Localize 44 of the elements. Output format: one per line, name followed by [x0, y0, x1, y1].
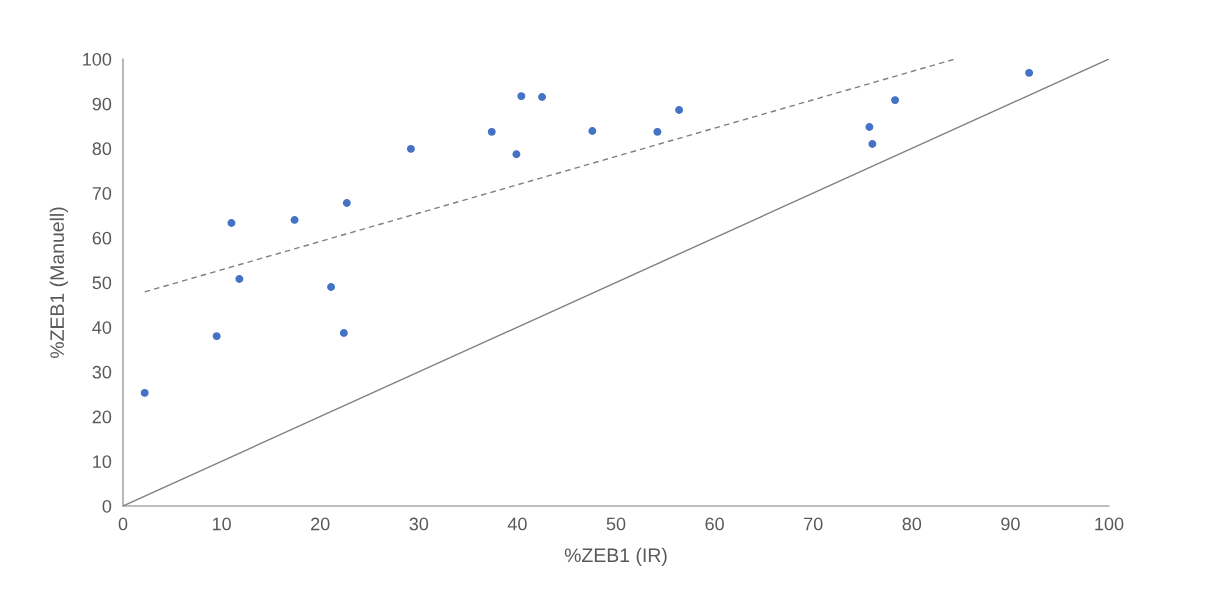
- y-tick-label: 50: [92, 276, 112, 290]
- y-tick-label: 90: [92, 97, 112, 111]
- x-tick-label: 10: [212, 517, 231, 531]
- x-tick-label: 90: [1001, 517, 1020, 531]
- y-tick-label: 10: [93, 455, 112, 469]
- point: [865, 122, 874, 131]
- point: [675, 106, 684, 114]
- point: [512, 150, 521, 159]
- point: [406, 144, 415, 153]
- x-tick-label: 40: [507, 517, 527, 531]
- point: [140, 388, 149, 397]
- point: [227, 219, 236, 228]
- point: [517, 92, 526, 101]
- x-tick-label: 70: [804, 517, 823, 531]
- point: [891, 96, 899, 105]
- point: [327, 283, 335, 291]
- x-tick-label: 100: [1095, 517, 1124, 531]
- x-tick-label: 30: [409, 517, 429, 531]
- y-tick-label: 0: [102, 499, 112, 513]
- point: [235, 274, 244, 283]
- point: [588, 127, 597, 135]
- point: [868, 139, 877, 148]
- point: [342, 198, 351, 207]
- y-tick-label: 70: [92, 187, 112, 200]
- x-tick-label: 60: [705, 517, 724, 531]
- point: [538, 93, 547, 101]
- x-tick-label: 0: [118, 517, 128, 531]
- y-tick-label: 100: [83, 52, 112, 66]
- y-tick-label: 60: [92, 231, 112, 245]
- x-tick-label: 20: [311, 517, 330, 531]
- point: [339, 329, 348, 337]
- x-tick-label: 80: [902, 517, 922, 531]
- x-axis-title: %ZEB1 (IR): [564, 547, 667, 566]
- point: [212, 332, 221, 341]
- y-tick-label: 20: [92, 410, 112, 424]
- y-tick-label: 80: [92, 142, 112, 156]
- x-tick-label: 50: [606, 517, 626, 531]
- point: [1025, 68, 1034, 77]
- y-tick-label: 40: [92, 321, 112, 334]
- point: [487, 127, 496, 136]
- y-axis-title: %ZEB1 (Manuell): [49, 207, 68, 358]
- y-tick-label: 30: [92, 365, 112, 379]
- point: [653, 127, 662, 136]
- point: [290, 215, 299, 224]
